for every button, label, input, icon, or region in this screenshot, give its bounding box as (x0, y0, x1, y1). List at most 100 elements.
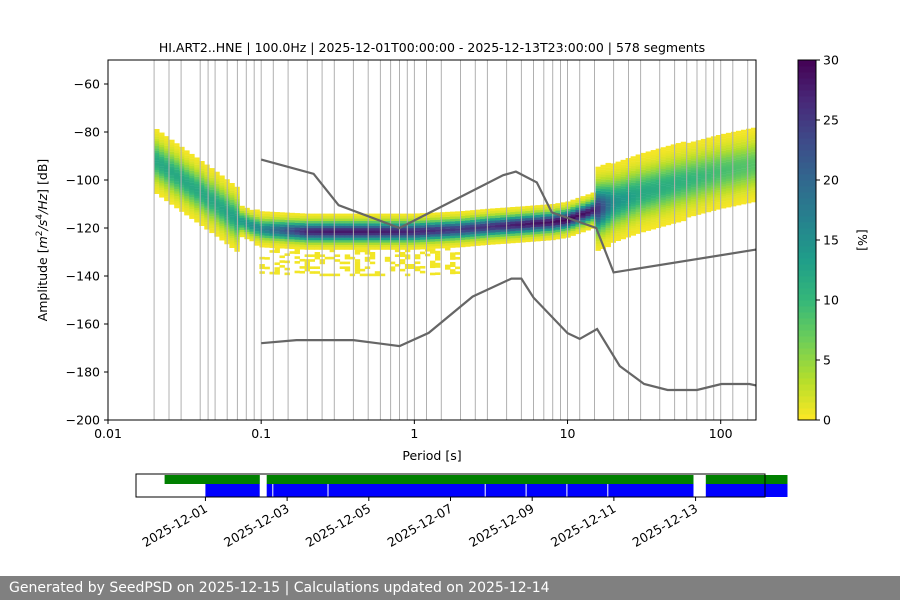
density-cell (575, 226, 581, 230)
density-cell (264, 245, 270, 248)
density-cell (174, 176, 180, 180)
density-cell (339, 225, 346, 229)
density-cell (575, 224, 581, 227)
density-cell (500, 234, 506, 237)
density-cell (670, 204, 677, 207)
density-cell (349, 235, 356, 238)
density-cell (605, 210, 611, 214)
density-cell (655, 203, 662, 207)
density-cell (690, 184, 697, 188)
density-cell (209, 168, 215, 171)
colorbar-segment (798, 252, 816, 259)
density-cell (660, 190, 667, 194)
density-cell (670, 153, 677, 157)
density-cell (229, 202, 235, 205)
density-cell (460, 225, 466, 229)
density-cell (164, 176, 170, 180)
density-cell (515, 228, 521, 231)
density-cell (750, 142, 757, 145)
density-cell (655, 165, 662, 169)
density-cell (334, 218, 341, 221)
density-cell (600, 171, 606, 175)
density-cell (189, 185, 195, 188)
density-cell (419, 220, 426, 223)
density-cell (434, 243, 441, 247)
density-cell (730, 165, 737, 168)
density-cell (164, 181, 170, 185)
density-cell (204, 186, 210, 189)
density-cell (620, 234, 626, 237)
density-cell (339, 247, 346, 250)
density-cell (169, 194, 175, 198)
density-cell (685, 181, 692, 184)
density-cell (349, 273, 356, 277)
density-cell (650, 219, 657, 223)
density-cell (184, 162, 190, 165)
density-cell (219, 218, 225, 222)
density-cell (570, 206, 576, 210)
density-cell (645, 189, 652, 193)
density-cell (269, 242, 275, 246)
density-cell (745, 159, 752, 163)
density-cell (630, 170, 637, 174)
density-cell (364, 244, 371, 248)
density-cell (675, 174, 682, 177)
density-cell (560, 207, 566, 210)
density-cell (209, 208, 215, 212)
density-cell (745, 183, 752, 187)
density-cell (229, 243, 235, 246)
density-cell (369, 261, 376, 265)
density-cell (595, 209, 601, 213)
density-cell (194, 171, 200, 175)
y-tick-label: −160 (66, 317, 100, 332)
density-cell (194, 162, 200, 165)
density-cell (630, 175, 637, 179)
density-cell (189, 189, 195, 193)
density-cell (364, 223, 371, 226)
density-cell (184, 179, 190, 182)
density-cell (219, 197, 225, 200)
density-cell (715, 151, 722, 155)
colorbar-segment (798, 66, 816, 73)
density-cell (414, 215, 421, 219)
density-cell (199, 182, 205, 186)
noise-model-high-line (260, 158, 757, 274)
density-cell (450, 269, 456, 272)
density-cell (199, 194, 205, 198)
density-cell (635, 216, 642, 220)
density-cell (705, 192, 712, 196)
density-cell (655, 177, 662, 181)
density-cell (700, 179, 707, 183)
density-cell (645, 206, 652, 210)
density-cell (384, 218, 391, 221)
density-cell (490, 222, 496, 226)
density-cell (720, 153, 727, 156)
density-cell (394, 228, 401, 231)
density-cell (450, 264, 456, 268)
density-cell (374, 228, 381, 231)
density-cell (720, 143, 727, 147)
density-cell (189, 170, 195, 174)
density-cell (154, 176, 160, 180)
density-cell (750, 158, 757, 162)
density-cell (470, 236, 476, 240)
density-cell (495, 227, 501, 230)
density-cell (299, 237, 305, 240)
density-cell (620, 179, 626, 182)
density-cell (475, 236, 481, 239)
density-cell (735, 130, 742, 134)
density-cell (580, 220, 586, 223)
density-cell (690, 189, 697, 193)
density-cell (475, 231, 481, 234)
density-cell (369, 232, 376, 236)
density-cell (169, 149, 175, 152)
density-cell (565, 220, 571, 224)
density-cell (354, 228, 361, 231)
density-cell (510, 219, 516, 222)
density-cell (715, 135, 722, 138)
colorbar-segment (798, 294, 816, 301)
density-cell (730, 191, 737, 195)
density-cell (745, 169, 752, 173)
density-cell (414, 247, 421, 250)
density-cell (269, 226, 275, 229)
